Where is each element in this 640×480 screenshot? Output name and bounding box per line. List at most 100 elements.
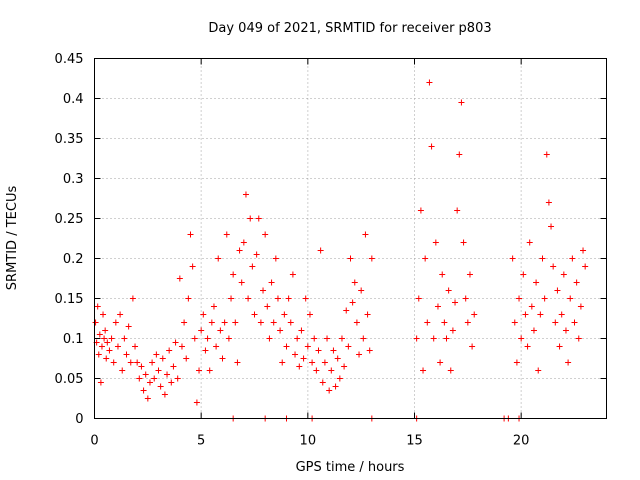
data-point (509, 255, 516, 262)
data-point (98, 343, 105, 350)
data-point (228, 295, 235, 302)
data-point (146, 379, 153, 386)
data-point (274, 295, 281, 302)
data-point (112, 319, 119, 326)
data-point (349, 299, 356, 306)
data-point (189, 263, 196, 270)
data-point (526, 239, 533, 246)
data-point (95, 351, 102, 358)
data-point (358, 287, 365, 294)
data-point (351, 279, 358, 286)
data-point (257, 319, 264, 326)
y-axis-label: SRMTID / TECUs (5, 186, 20, 291)
data-point (533, 279, 540, 286)
data-point (132, 343, 139, 350)
data-point (157, 383, 164, 390)
data-point (215, 255, 222, 262)
data-point (223, 231, 230, 238)
data-point (518, 335, 525, 342)
data-point (302, 295, 309, 302)
data-point (317, 247, 324, 254)
data-point (193, 399, 200, 406)
data-point (206, 367, 213, 374)
data-point (511, 319, 518, 326)
x-tick-label: 0 (90, 434, 98, 449)
data-point (415, 295, 422, 302)
data-point (311, 335, 318, 342)
data-point (153, 351, 160, 358)
data-point (294, 335, 301, 342)
data-point (219, 355, 226, 362)
data-point (221, 319, 228, 326)
data-point (309, 359, 316, 366)
data-point (306, 311, 313, 318)
data-point (524, 343, 531, 350)
data-point (296, 363, 303, 370)
data-point (102, 327, 109, 334)
data-point (253, 251, 260, 258)
y-tick-label: 0.1 (63, 332, 84, 347)
data-point (178, 343, 185, 350)
data-point (117, 311, 124, 318)
data-point (356, 351, 363, 358)
data-point (225, 335, 232, 342)
data-point (268, 279, 275, 286)
data-point (326, 387, 333, 394)
data-point (452, 299, 459, 306)
data-point (537, 311, 544, 318)
data-point (196, 367, 203, 374)
data-point (289, 271, 296, 278)
x-axis-label: GPS time / hours (296, 460, 405, 475)
data-point (260, 287, 267, 294)
data-point (360, 335, 367, 342)
data-point (522, 311, 529, 318)
data-point (149, 359, 156, 366)
data-point (439, 271, 446, 278)
grid-layer (94, 58, 607, 419)
y-tick-label: 0.25 (55, 212, 84, 227)
data-point (121, 335, 128, 342)
data-point (202, 347, 209, 354)
data-point (334, 355, 341, 362)
data-point (345, 343, 352, 350)
data-point (114, 343, 121, 350)
data-point (516, 295, 523, 302)
data-point (183, 355, 190, 362)
data-point (236, 247, 243, 254)
data-point (100, 311, 107, 318)
data-point (420, 367, 427, 374)
data-point (185, 295, 192, 302)
data-point (535, 367, 542, 374)
data-point (272, 255, 279, 262)
y-tick-label: 0.35 (55, 132, 84, 147)
data-point (562, 327, 569, 334)
data-point (313, 367, 320, 374)
data-point (210, 303, 217, 310)
data-point (332, 383, 339, 390)
data-point (567, 295, 574, 302)
data-point (458, 99, 465, 106)
data-point (430, 335, 437, 342)
data-point (234, 359, 241, 366)
data-point (270, 319, 277, 326)
data-point (366, 347, 373, 354)
data-point (292, 351, 299, 358)
data-point (161, 391, 168, 398)
data-point (140, 387, 147, 394)
data-point (443, 335, 450, 342)
y-tick-label: 0.45 (55, 52, 84, 67)
data-point (97, 379, 104, 386)
data-point (324, 335, 331, 342)
x-tick-label: 10 (300, 434, 317, 449)
data-point (230, 271, 237, 278)
tick-layer (94, 58, 607, 419)
data-point (575, 335, 582, 342)
data-point (240, 239, 247, 246)
data-point (445, 287, 452, 294)
data-point (285, 295, 292, 302)
data-point (104, 339, 111, 346)
data-point (341, 363, 348, 370)
data-point (328, 367, 335, 374)
data-point (108, 335, 115, 342)
data-point (565, 359, 572, 366)
